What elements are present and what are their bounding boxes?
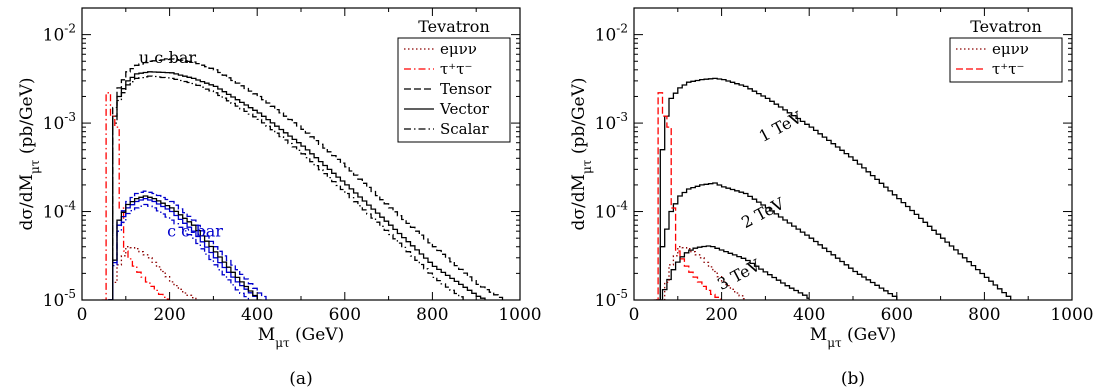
- series-line-7: [108, 203, 250, 300]
- y-tick-label: 10-2: [595, 22, 628, 46]
- x-tick-label: 0: [77, 305, 88, 325]
- series-line-2: [108, 75, 464, 300]
- series-line-0: [108, 58, 504, 300]
- legend-entry-label: eμνν: [992, 40, 1029, 58]
- legend-entry-label: τ⁺τ⁻: [992, 60, 1024, 78]
- x-axis-label: Mμτ (GeV): [258, 325, 344, 350]
- curve-annotation: u c-bar: [139, 48, 197, 67]
- x-tick-label: 600: [329, 305, 361, 325]
- legend-entry-label: Scalar: [440, 120, 489, 138]
- y-tick-label: 10-4: [43, 199, 77, 223]
- chart-panel-a: 0 200 400 600 800 1000 10-5 10-4 10-3 10-2 Mμτ (Ge…: [17, 7, 542, 389]
- y-tick-label: 10-5: [43, 287, 76, 311]
- series-line-0: [655, 77, 1012, 300]
- legend-entry-label: eμνν: [440, 40, 477, 58]
- x-tick-label: 200: [705, 305, 737, 325]
- curve-annotation: 2 TeV: [738, 194, 788, 232]
- x-tick-label: 0: [629, 305, 640, 325]
- series-line-1: [655, 182, 898, 300]
- series-line-1: [108, 71, 486, 300]
- series-group: [653, 77, 1012, 300]
- x-axis-label: Mμτ (GeV): [810, 325, 896, 350]
- y-axis-label: dσ/dMμτ (pb/GeV): [569, 77, 594, 230]
- series-line-6: [108, 197, 258, 300]
- x-tick-label: 1000: [498, 305, 541, 325]
- series-group: [101, 58, 504, 300]
- series-line-8: [108, 195, 262, 300]
- x-tick-label: 1000: [1050, 305, 1093, 325]
- x-tick-label: 800: [416, 305, 448, 325]
- y-axis-label: dσ/dMμτ (pb/GeV): [17, 77, 42, 230]
- legend-entry-label: τ⁺τ⁻: [440, 60, 472, 78]
- x-tick-label: 200: [153, 305, 185, 325]
- legend-entry-label: Tensor: [440, 80, 492, 98]
- series-line-4: [653, 92, 722, 300]
- x-tick-label: 600: [881, 305, 913, 325]
- legend-title: Tevatron: [418, 17, 490, 36]
- legend: Tevatron eμνν τ⁺τ⁻ Tensor Vector Scalar: [397, 17, 511, 143]
- legend-box: [397, 37, 511, 143]
- curve-annotation: 3 TeV: [714, 255, 764, 293]
- x-tick-label: 400: [793, 305, 825, 325]
- panel-caption: (b): [841, 369, 865, 389]
- y-tick-label: 10-2: [43, 22, 76, 46]
- legend-entry-label: Vector: [439, 100, 490, 118]
- y-tick-label: 10-4: [595, 199, 629, 223]
- legend: Tevatron eμνν τ⁺τ⁻: [949, 17, 1063, 83]
- series-line-4: [101, 92, 170, 300]
- curve-annotation: 1 TeV: [756, 107, 806, 145]
- legend-title: Tevatron: [970, 17, 1042, 36]
- y-tick-label: 10-3: [43, 110, 76, 134]
- series-line-3: [108, 246, 197, 300]
- y-tick-label: 10-3: [595, 110, 628, 134]
- y-tick-label: 10-5: [595, 287, 628, 311]
- panel-caption: (a): [289, 369, 312, 389]
- legend-box: [949, 37, 1063, 83]
- series-line-5: [108, 190, 267, 300]
- x-tick-label: 800: [968, 305, 1000, 325]
- curve-annotation: c c-bar: [167, 222, 223, 241]
- series-line-3: [660, 246, 746, 300]
- series-line-2: [658, 245, 810, 300]
- chart-panel-b: 0 200 400 600 800 1000 10-5 10-4 10-3 10-2 Mμτ (Ge…: [569, 7, 1094, 389]
- x-tick-label: 400: [241, 305, 273, 325]
